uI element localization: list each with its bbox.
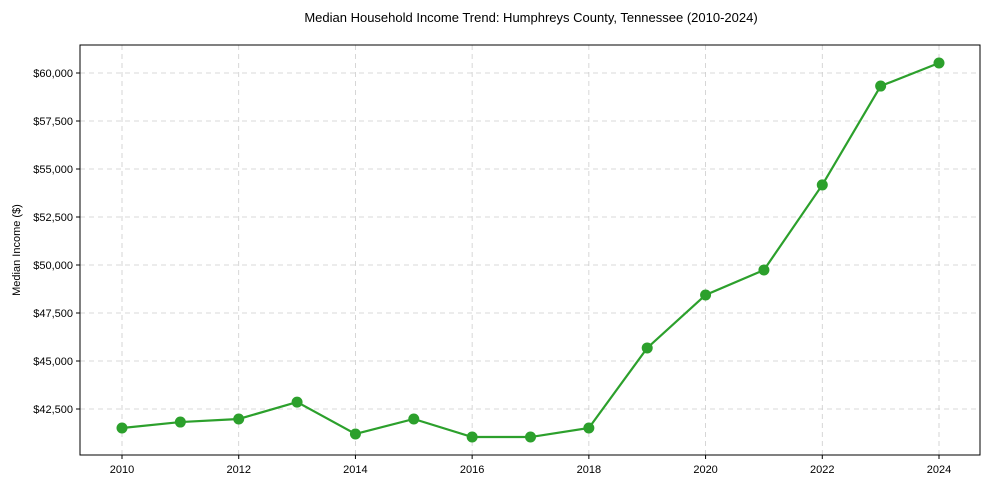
data-point-marker [641, 342, 653, 354]
y-tick-label: $60,000 [33, 68, 73, 80]
plot-frame [79, 44, 981, 456]
x-tick-label: 2016 [460, 464, 484, 476]
x-tick-label: 2010 [110, 464, 134, 476]
chart-title: Median Household Income Trend: Humphreys… [304, 10, 757, 25]
data-point-marker [875, 80, 887, 92]
y-axis-label: Median Income ($) [11, 204, 23, 296]
y-tick-label: $55,000 [33, 164, 73, 176]
data-point-marker [933, 57, 945, 69]
x-tick-label: 2014 [343, 464, 367, 476]
data-point-marker [408, 413, 420, 425]
data-point-marker [525, 431, 536, 443]
data-point-marker [349, 428, 361, 440]
grid-lines [80, 45, 980, 455]
data-point-marker [233, 413, 245, 425]
data-point-marker [816, 179, 828, 191]
data-point-marker [291, 396, 303, 408]
x-tick-label: 2018 [577, 464, 601, 476]
y-tick-label: $45,000 [33, 356, 73, 368]
data-point-marker [700, 289, 712, 301]
data-point-marker [116, 422, 128, 434]
data-point-marker [174, 416, 186, 428]
data-point-marker [583, 422, 595, 434]
x-tick-label: 2022 [810, 464, 834, 476]
y-tick-label: $52,500 [33, 212, 73, 224]
y-tick-label: $50,000 [33, 260, 73, 272]
x-axis-ticks: 2010 2012 2014 2016 2018 2020 2022 2024 [110, 455, 951, 476]
y-tick-label: $57,500 [33, 116, 73, 128]
y-axis-ticks: $42,500 $45,000 $47,500 $50,000 $52,500 $55,0… [33, 68, 80, 416]
data-point-marker [758, 264, 770, 276]
y-tick-label: $47,500 [33, 308, 73, 320]
x-tick-label: 2012 [226, 464, 250, 476]
income-line [121, 61, 940, 439]
y-tick-label: $42,500 [33, 404, 73, 416]
x-tick-label: 2024 [927, 464, 951, 476]
data-point-marker [466, 431, 478, 443]
income-series [116, 57, 945, 443]
x-tick-label: 2020 [693, 464, 717, 476]
